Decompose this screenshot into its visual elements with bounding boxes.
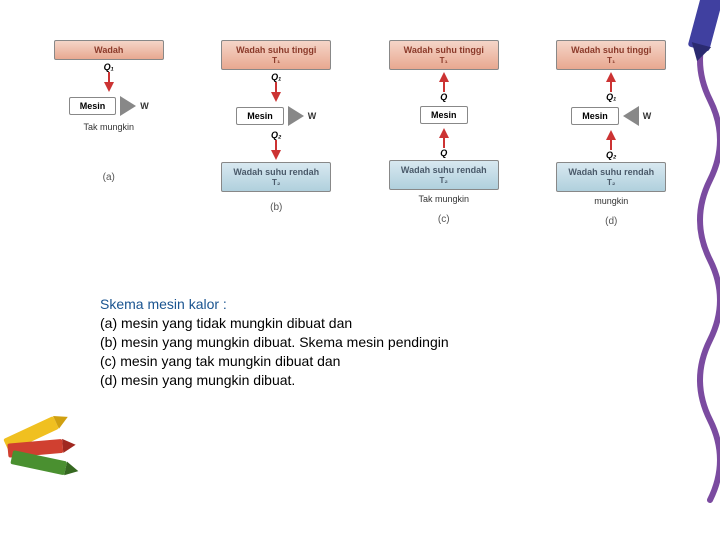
mesin-box: Mesin <box>571 107 619 125</box>
work-arrow-icon <box>120 96 136 116</box>
wadah-bot-d: Wadah suhu rendah T₂ <box>556 162 666 192</box>
wadah-label: Wadah suhu rendah <box>401 165 487 175</box>
w-label: W <box>643 111 652 121</box>
panel-label-c: (c) <box>438 214 450 225</box>
wadah-bot-b: Wadah suhu rendah T₂ <box>221 162 331 192</box>
text-line-b: (b) mesin yang mungkin dibuat. Skema mes… <box>100 333 449 352</box>
mesin-row-d: Mesin W <box>571 106 651 126</box>
wadah-top-a: Wadah <box>54 40 164 60</box>
text-block: Skema mesin kalor : (a) mesin yang tidak… <box>100 295 449 389</box>
caption-c: Tak mungkin <box>418 194 469 204</box>
wadah-top-d: Wadah suhu tinggi T₁ <box>556 40 666 70</box>
crayons-decoration-icon <box>0 410 100 480</box>
arrow-q1-b: Q₁ <box>271 72 281 102</box>
diagrams-row: Wadah Q₁ Mesin W Tak mungkin (a) Wadah s… <box>0 0 720 237</box>
wadah-label: Wadah <box>94 45 123 55</box>
swirl-decoration-icon <box>660 0 720 540</box>
q-label: Q₁ <box>104 62 114 72</box>
wadah-top-b: Wadah suhu tinggi T₁ <box>221 40 331 70</box>
diagram-a: Wadah Q₁ Mesin W Tak mungkin (a) <box>34 40 184 227</box>
wadah-label: Wadah suhu rendah <box>233 167 319 177</box>
arrow-q2-b: Q₂ <box>271 130 281 160</box>
work-arrow-icon <box>623 106 639 126</box>
diagram-b: Wadah suhu tinggi T₁ Q₁ Mesin W Q₂ Wadah… <box>201 40 351 227</box>
w-label: W <box>308 111 317 121</box>
wadah-top-c: Wadah suhu tinggi T₁ <box>389 40 499 70</box>
mesin-row-b: Mesin W <box>236 106 316 126</box>
panel-label-b: (b) <box>270 202 282 213</box>
wadah-sub: T₂ <box>607 178 615 187</box>
caption-d: mungkin <box>594 196 628 206</box>
wadah-sub: T₂ <box>440 176 448 185</box>
arrow-q1-c: Q <box>439 72 449 102</box>
wadah-label: Wadah suhu tinggi <box>404 45 484 55</box>
mesin-box: Mesin <box>420 106 468 124</box>
mesin-box: Mesin <box>69 97 117 115</box>
arrow-q1-a: Q₁ <box>104 62 114 92</box>
wadah-sub: T₂ <box>272 178 280 187</box>
mesin-row-a: Mesin W <box>69 96 149 116</box>
wadah-bot-c: Wadah suhu rendah T₂ <box>389 160 499 190</box>
text-line-c: (c) mesin yang tak mungkin dibuat dan <box>100 352 449 371</box>
text-title: Skema mesin kalor : <box>100 295 449 314</box>
arrow-q2-c: Q <box>439 128 449 158</box>
caption-a: Tak mungkin <box>83 122 134 132</box>
q-label: Q₂ <box>606 150 616 160</box>
q-label: Q₂ <box>271 130 281 140</box>
work-arrow-icon <box>288 106 304 126</box>
q-label: Q <box>440 148 447 158</box>
q-label: Q <box>440 92 447 102</box>
wadah-sub: T₁ <box>440 56 448 65</box>
q-label: Q₁ <box>271 72 281 82</box>
wadah-sub: T₁ <box>607 56 615 65</box>
arrow-q1-d: Q₁ <box>606 72 616 102</box>
arrow-q2-d: Q₂ <box>606 130 616 160</box>
q-label: Q₁ <box>606 92 616 102</box>
wadah-label: Wadah suhu tinggi <box>571 45 651 55</box>
wadah-label: Wadah suhu rendah <box>568 167 654 177</box>
diagram-c: Wadah suhu tinggi T₁ Q Mesin Q Wadah suh… <box>369 40 519 227</box>
text-line-a: (a) mesin yang tidak mungkin dibuat dan <box>100 314 449 333</box>
text-line-d: (d) mesin yang mungkin dibuat. <box>100 371 449 390</box>
mesin-row-c: Mesin <box>420 106 468 124</box>
wadah-sub: T₁ <box>272 56 280 65</box>
panel-label-d: (d) <box>605 216 617 227</box>
w-label: W <box>140 101 149 111</box>
wadah-label: Wadah suhu tinggi <box>236 45 316 55</box>
panel-label-a: (a) <box>103 172 115 183</box>
mesin-box: Mesin <box>236 107 284 125</box>
